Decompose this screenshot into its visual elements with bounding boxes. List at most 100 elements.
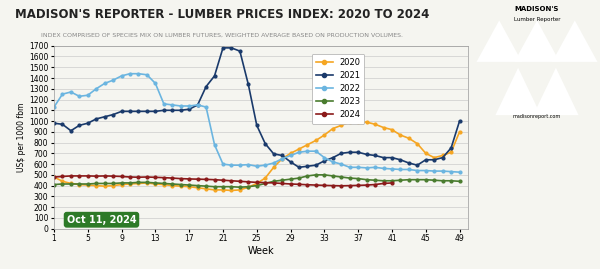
2023 [388,179,395,182]
2021 [439,156,446,159]
2024 [118,175,125,178]
2021 [270,152,277,155]
2021 [388,156,395,159]
2021 [253,124,260,127]
2024 [253,181,260,184]
2022 [135,72,142,75]
X-axis label: Week: Week [248,246,274,256]
2021 [220,46,227,49]
2023 [397,179,404,182]
2020 [371,123,379,126]
2020 [177,185,184,188]
2024 [169,176,176,180]
2023 [431,179,438,182]
2021 [76,124,83,127]
2020 [456,130,463,133]
2023 [422,178,430,181]
2021 [50,122,58,125]
2022 [338,162,345,166]
2023 [177,183,184,186]
2021 [405,161,412,165]
2020 [262,176,269,180]
2022 [321,156,328,159]
2020 [304,143,311,146]
2024 [380,182,387,185]
2022 [405,168,412,171]
2024 [220,179,227,182]
2024 [67,174,74,178]
2024 [338,184,345,187]
2021 [177,109,184,112]
2021 [338,152,345,155]
2023 [76,182,83,186]
2022 [84,94,91,97]
2023 [405,178,412,181]
2021 [169,109,176,112]
2020 [329,127,337,130]
Text: MADISON'S REPORTER - LUMBER PRICES INDEX: 2020 TO 2024: MADISON'S REPORTER - LUMBER PRICES INDEX… [15,8,429,21]
Line: 2024: 2024 [53,175,394,187]
2024 [194,178,201,181]
2021 [371,154,379,157]
2024 [202,178,209,181]
2022 [355,166,362,169]
2024 [160,176,167,179]
2023 [371,179,379,182]
2021 [101,115,108,118]
2023 [448,179,455,182]
2022 [329,160,337,164]
2023 [101,182,108,185]
2020 [338,124,345,127]
2023 [439,179,446,182]
Polygon shape [552,20,598,62]
2023 [160,182,167,185]
2023 [59,182,66,186]
Text: madisonreport.com: madisonreport.com [513,114,561,119]
Text: MADISON'S: MADISON'S [515,6,559,12]
2020 [118,183,125,186]
2023 [169,182,176,186]
2023 [321,173,328,176]
2021 [202,85,209,88]
2024 [59,175,66,178]
2023 [228,185,235,188]
2021 [448,146,455,150]
2023 [67,182,74,186]
2024 [185,177,193,180]
Text: Oct 11, 2024: Oct 11, 2024 [67,215,136,225]
2022 [152,82,159,85]
2024 [270,181,277,185]
2021 [287,160,294,164]
2022 [211,143,218,146]
2023 [346,176,353,180]
2022 [236,164,244,167]
2022 [270,161,277,165]
2024 [304,183,311,186]
2024 [177,177,184,180]
2023 [127,181,134,185]
2021 [295,166,302,169]
2020 [59,180,66,183]
2023 [84,182,91,186]
2020 [127,182,134,186]
Polygon shape [533,68,578,115]
2021 [92,117,100,121]
2023 [118,181,125,185]
2020 [101,185,108,188]
2023 [110,182,117,185]
2024 [135,176,142,179]
2022 [67,90,74,94]
2020 [135,182,142,185]
2020 [76,183,83,186]
2021 [118,110,125,113]
2023 [245,185,252,188]
2023 [313,173,320,176]
2024 [143,175,151,179]
2022 [304,150,311,153]
2021 [278,154,286,157]
Line: 2021: 2021 [53,47,461,169]
2022 [380,167,387,170]
2022 [245,163,252,166]
2020 [388,128,395,131]
2022 [295,151,302,154]
